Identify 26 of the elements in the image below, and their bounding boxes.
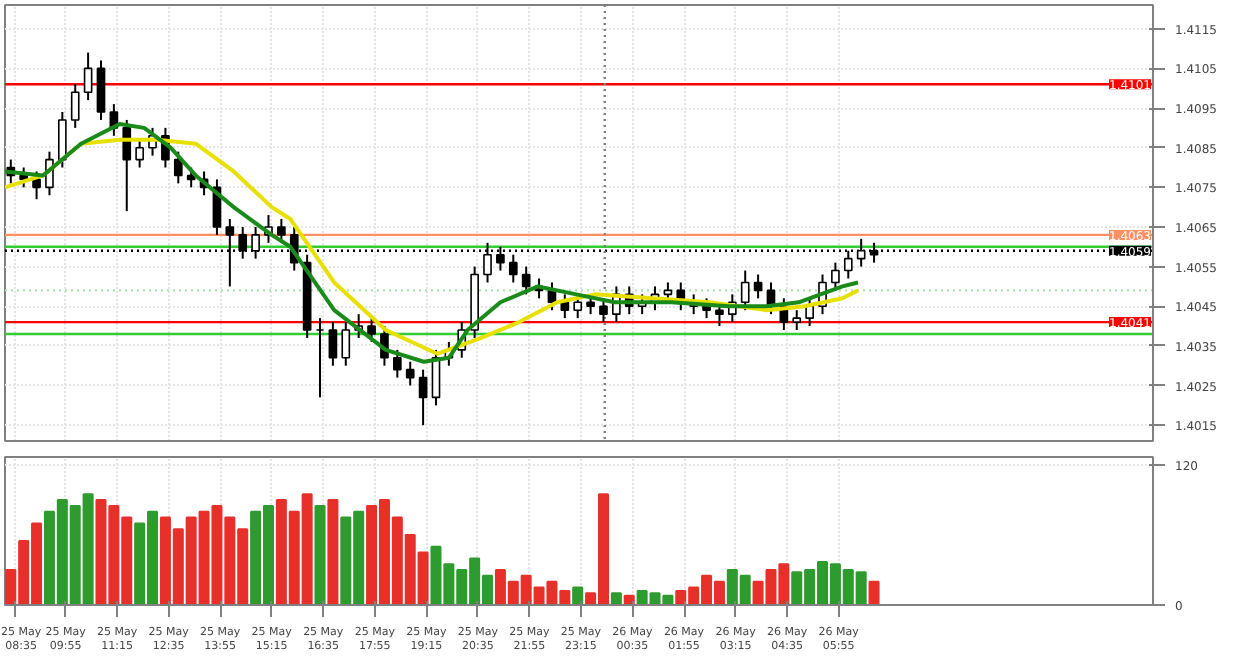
candlestick	[521, 265, 531, 296]
candlestick	[753, 273, 763, 300]
candlestick	[560, 293, 570, 320]
candlestick	[740, 269, 750, 312]
candlestick	[508, 253, 518, 284]
candlestick	[83, 51, 93, 102]
candlestick	[405, 360, 415, 387]
bar	[868, 580, 880, 605]
candlestick	[328, 321, 338, 367]
bar	[610, 592, 622, 605]
candlestick	[57, 111, 67, 169]
candlestick	[135, 138, 144, 169]
candlestick	[392, 348, 402, 379]
candlestick	[70, 83, 80, 129]
candlestick	[418, 368, 428, 427]
candlestick	[341, 321, 351, 367]
candlestick	[831, 261, 840, 292]
candlestick	[367, 317, 376, 343]
candlestick	[805, 297, 814, 328]
bar	[314, 504, 326, 605]
candlestick	[96, 59, 106, 121]
candlestick	[173, 150, 183, 185]
candlestick	[122, 118, 132, 213]
bar	[572, 586, 584, 605]
candlestick	[792, 309, 802, 332]
bar	[327, 499, 339, 605]
